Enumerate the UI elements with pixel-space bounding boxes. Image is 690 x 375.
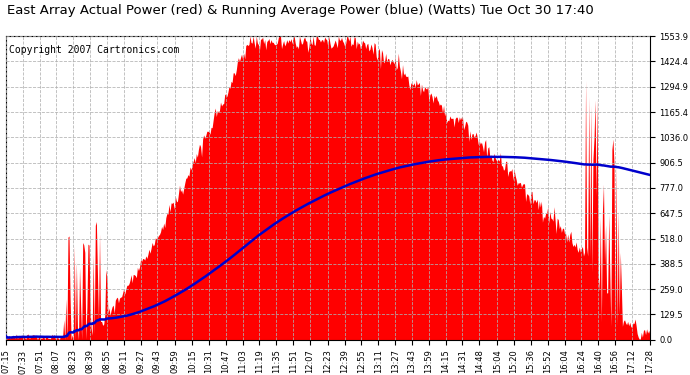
Text: East Array Actual Power (red) & Running Average Power (blue) (Watts) Tue Oct 30 : East Array Actual Power (red) & Running … — [7, 4, 593, 17]
Text: Copyright 2007 Cartronics.com: Copyright 2007 Cartronics.com — [9, 45, 179, 55]
